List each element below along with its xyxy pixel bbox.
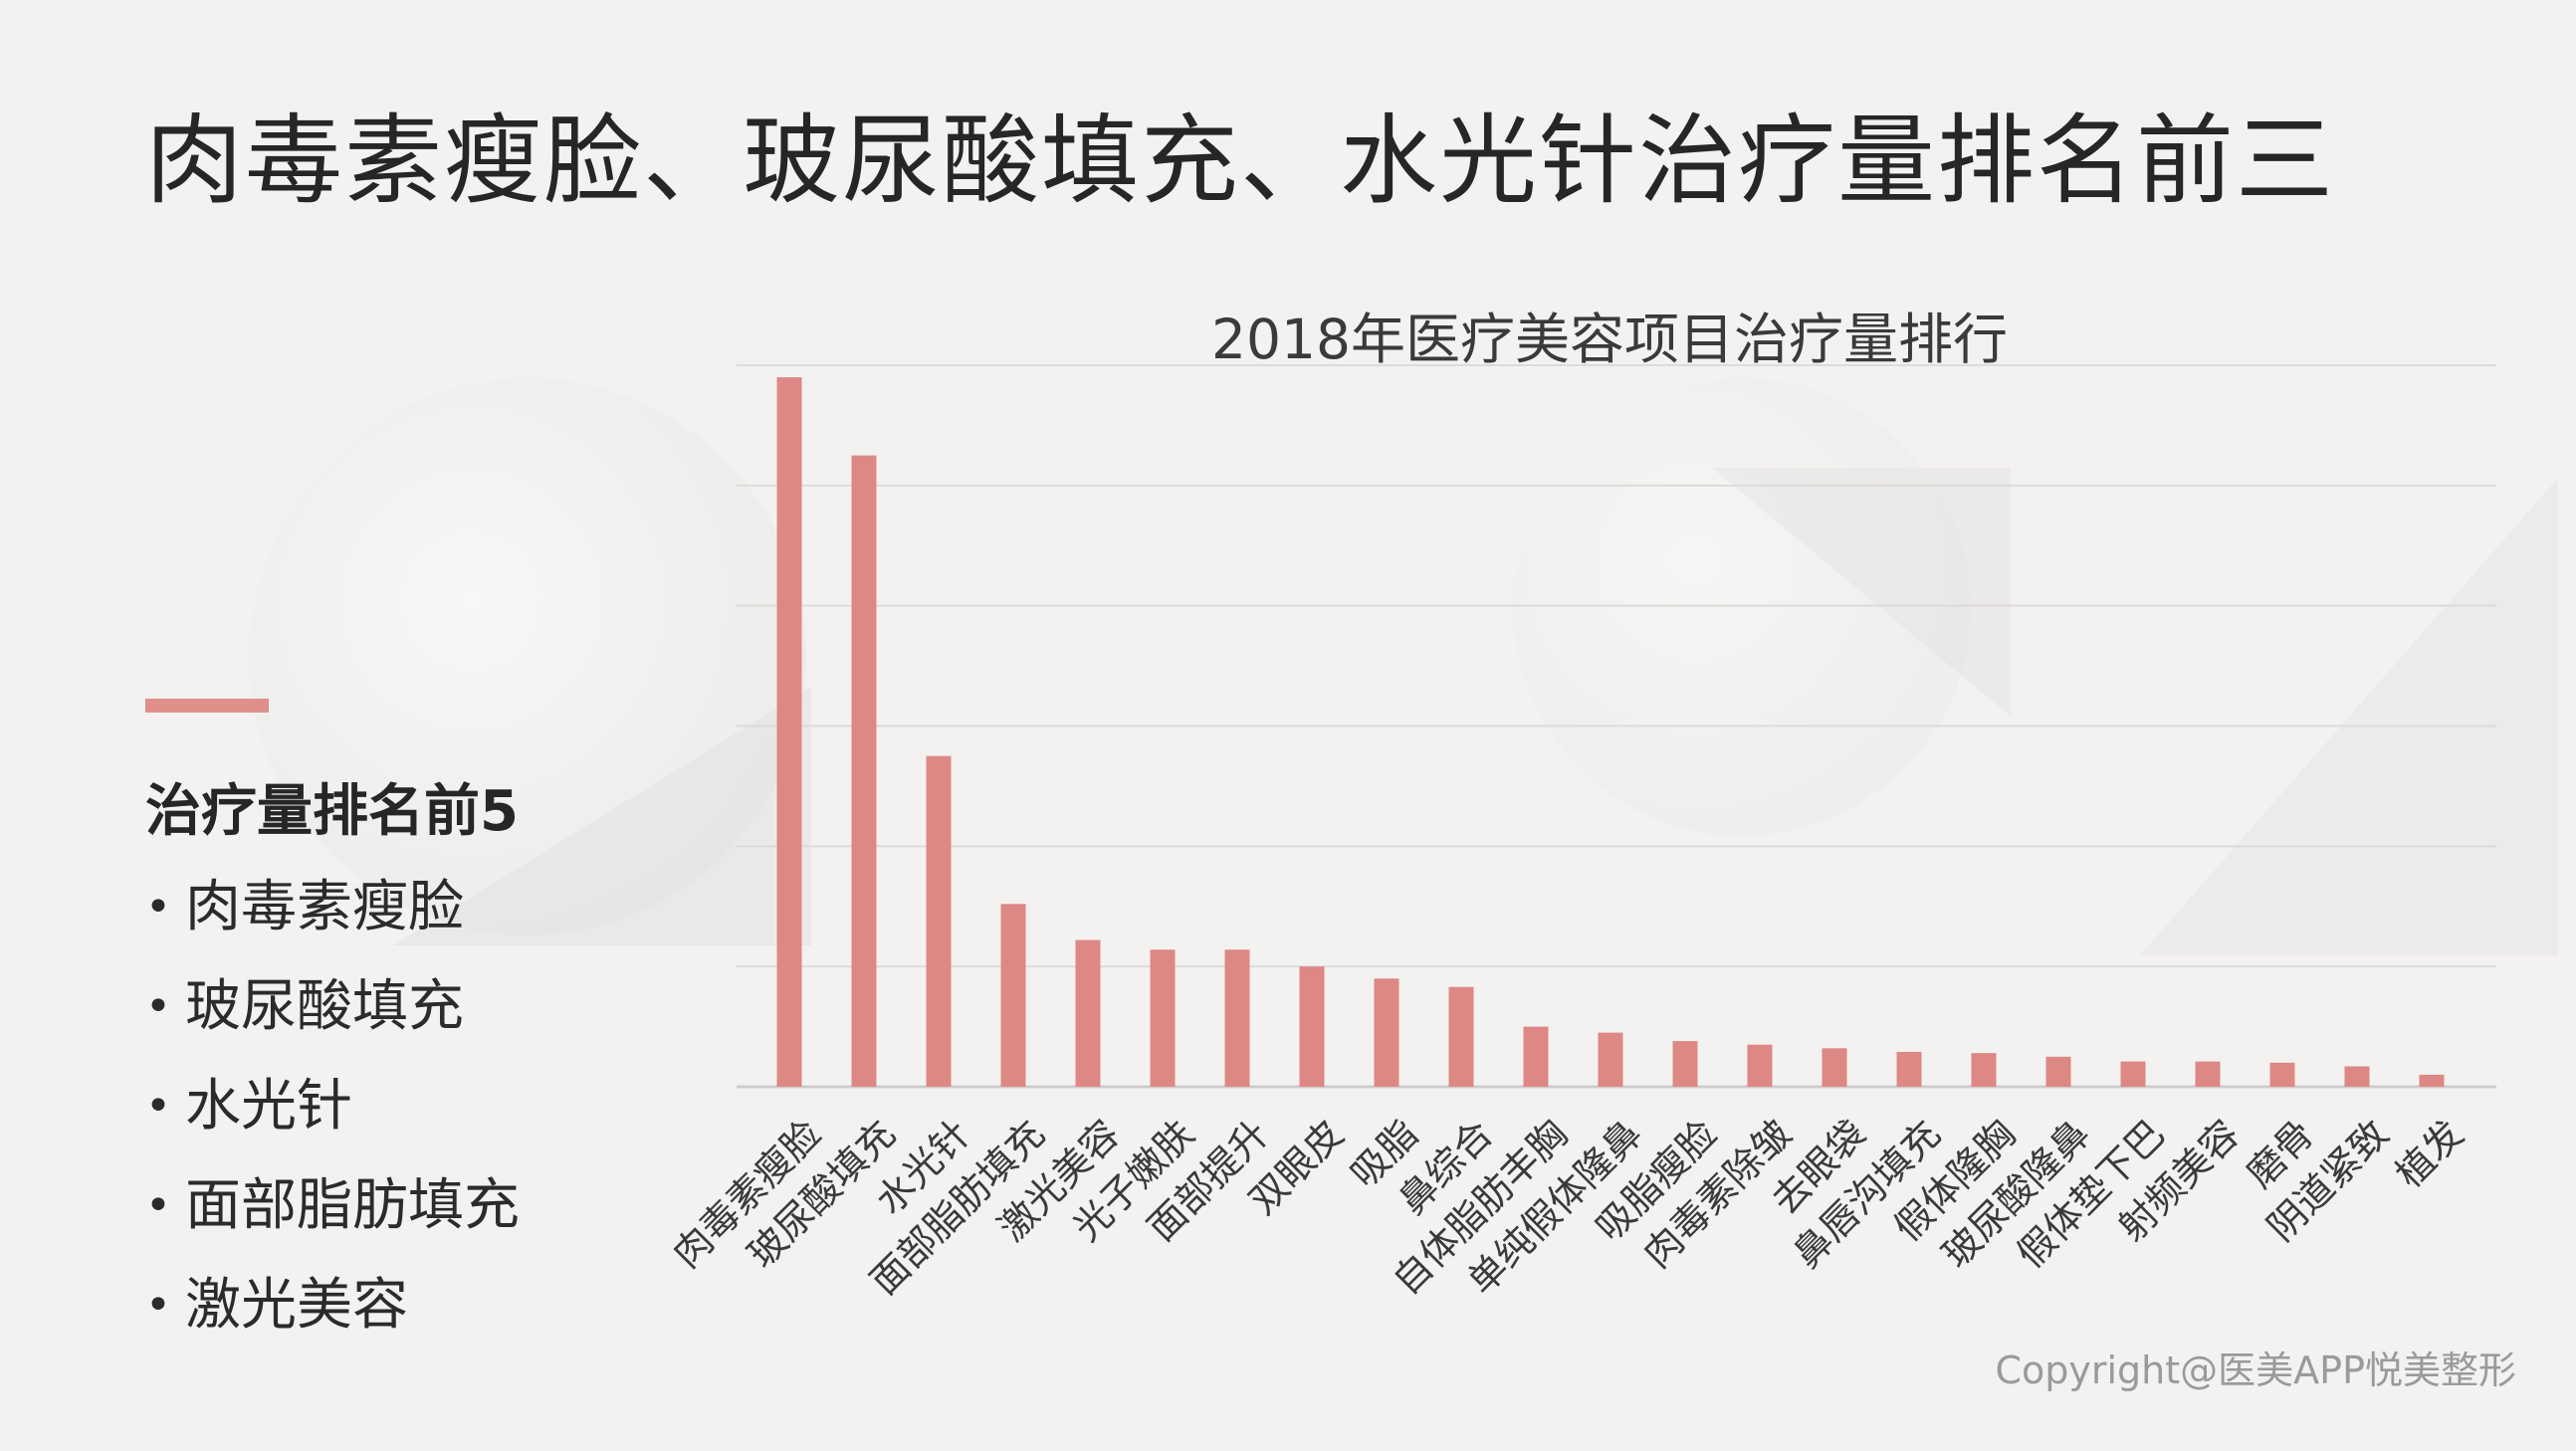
list-item-label: 玻尿酸填充 [185, 974, 464, 1039]
copyright-text: Copyright@医美APP悦美整形 [1995, 1348, 2516, 1392]
bullet: • [145, 1081, 171, 1132]
chart-bar [1075, 939, 1101, 1087]
chart-bar [1672, 1041, 1698, 1087]
bullet: • [145, 981, 171, 1032]
list-item: • 面部脂肪填充 [145, 1156, 520, 1256]
chart-bar [776, 377, 802, 1087]
chart-bar [2269, 1062, 2295, 1087]
x-tick-label: 植发 [2387, 1112, 2471, 1196]
side-heading: 治疗量排名前5 [145, 779, 519, 844]
chart-bar [1896, 1051, 1922, 1087]
chart-bar [851, 455, 877, 1087]
list-item: • 肉毒素瘦脸 [145, 858, 520, 957]
bullet: • [145, 882, 171, 933]
list-item: • 玻尿酸填充 [145, 957, 520, 1057]
accent-bar [145, 699, 269, 713]
list-item: • 激光美容 [145, 1256, 520, 1355]
chart-bar [2120, 1061, 2146, 1087]
page-title: 肉毒素瘦脸、玻尿酸填充、水光针治疗量排名前三 [145, 104, 2336, 218]
chart-bar [1299, 966, 1325, 1087]
chart-bars [776, 377, 2445, 1087]
chart-bar [1150, 949, 1176, 1087]
chart-bar [1374, 978, 1399, 1087]
chart-bar [1448, 986, 1474, 1087]
list-item-label: 激光美容 [185, 1273, 408, 1338]
bullet: • [145, 1180, 171, 1231]
list-item: • 水光针 [145, 1057, 520, 1156]
chart-bar [926, 755, 952, 1087]
chart-bar [1971, 1053, 1997, 1087]
chart-bar [2344, 1066, 2370, 1087]
list-item-label: 肉毒素瘦脸 [185, 875, 464, 939]
chart-bar [1747, 1044, 1773, 1087]
bullet: • [145, 1280, 171, 1331]
top5-list: • 肉毒素瘦脸 • 玻尿酸填充 • 水光针 • 面部脂肪填充 • 激光美容 [145, 858, 520, 1355]
chart-bar [2045, 1056, 2071, 1087]
chart-bar [2195, 1061, 2221, 1087]
chart-gridlines [737, 364, 2496, 1089]
chart-category-labels: 肉毒素瘦脸玻尿酸填充水光针面部脂肪填充激光美容光子嫩肤面部提升双眼皮吸脂鼻综合自… [665, 1112, 2471, 1303]
chart-bar [1000, 904, 1026, 1087]
chart-bar [1822, 1048, 1847, 1087]
chart-bar [2419, 1074, 2445, 1087]
chart-bar [1523, 1026, 1549, 1087]
chart-bar [1224, 949, 1250, 1087]
list-item-label: 水光针 [185, 1074, 352, 1139]
chart-bar [1598, 1032, 1623, 1087]
list-item-label: 面部脂肪填充 [185, 1173, 520, 1238]
chart-title: 2018年医疗美容项目治疗量排行 [1211, 308, 2008, 371]
